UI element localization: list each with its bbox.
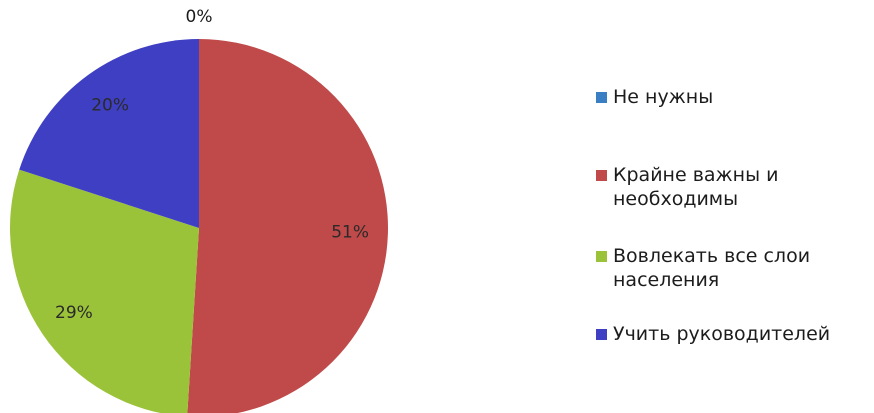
pie-slice-very-important — [187, 39, 389, 413]
data-label-not-needed: 0% — [186, 7, 213, 27]
pie-slice-teach-leaders — [19, 39, 199, 228]
legend-label: Вовлекать все слои населения — [613, 245, 811, 291]
data-label-involve-all: 29% — [55, 303, 93, 323]
legend-swatch — [596, 329, 607, 340]
legend-item-not-needed: Не нужны — [596, 85, 863, 109]
data-label-very-important: 51% — [331, 223, 369, 243]
pie-slice-involve-all — [10, 169, 199, 413]
pie-chart: 0% 51% 29% 20% — [10, 7, 389, 413]
data-label-teach-leaders: 20% — [91, 96, 129, 116]
pie-labels: 0% 51% 29% 20% — [55, 7, 369, 323]
legend-swatch — [596, 92, 607, 103]
pie-slices — [10, 39, 389, 413]
legend-swatch — [596, 251, 607, 262]
legend-label: Не нужны — [613, 86, 714, 108]
legend: Не нужны Крайне важны и необходимы Вовле… — [596, 0, 874, 413]
legend-item-involve-all: Вовлекать все слои населения — [596, 244, 843, 292]
legend-item-very-important: Крайне важны и необходимы — [596, 163, 823, 211]
legend-item-teach-leaders: Учить руководителей — [596, 322, 863, 346]
legend-label: Крайне важны и необходимы — [613, 164, 779, 210]
legend-label: Учить руководителей — [613, 323, 831, 345]
legend-swatch — [596, 170, 607, 181]
